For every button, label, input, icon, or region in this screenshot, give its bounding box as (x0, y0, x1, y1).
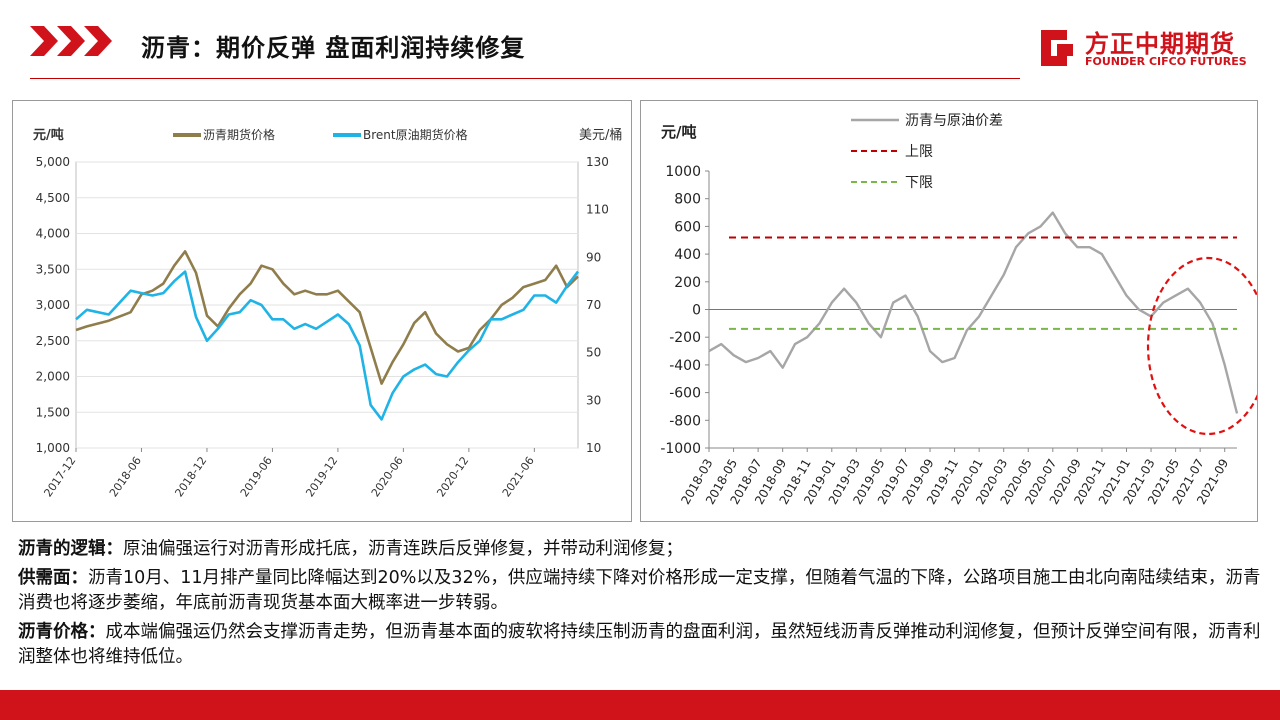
y-tick-label: -1000 (660, 441, 701, 457)
y-tick-label: -200 (669, 330, 701, 346)
y-right-tick-label: 50 (586, 346, 601, 360)
y-left-tick-label: 1,000 (36, 441, 70, 455)
y-right-tick-label: 90 (586, 250, 601, 264)
legend-label: Brent原油期货价格 (363, 127, 468, 142)
y-tick-label: -600 (669, 386, 701, 402)
legend-label: 上限 (905, 144, 933, 160)
highlight-ellipse (1146, 256, 1270, 436)
y-left-tick-label: 1,500 (36, 405, 70, 419)
x-tick-label: 2019-12 (303, 454, 340, 499)
spread-series-line (708, 211, 1239, 414)
legend-label: 沥青期货价格 (203, 127, 275, 142)
y-tick-label: 600 (674, 219, 701, 235)
x-tick-label: 2020-06 (369, 454, 406, 499)
y-tick-label: 0 (692, 303, 701, 319)
company-logo: 方正中期期货 FOUNDER CIFCO FUTURES (1035, 24, 1255, 72)
x-tick-label: 2019-06 (238, 454, 275, 499)
price-paragraph: 沥青价格：成本端偏强运仍然会支撑沥青走势，但沥青基本面的疲软将持续压制沥青的盘面… (18, 620, 1268, 670)
legend-label: 下限 (905, 175, 933, 191)
title-divider (30, 78, 1020, 79)
y-left-tick-label: 2,000 (36, 370, 70, 384)
x-tick-label: 2018-06 (107, 454, 144, 499)
y-left-tick-label: 2,500 (36, 334, 70, 348)
price-body: 成本端偏强运仍然会支撑沥青走势，但沥青基本面的疲软将持续压制沥青的盘面利润，虽然… (18, 622, 1261, 667)
chevron-arrows-icon (30, 26, 112, 56)
y-tick-label: -400 (669, 358, 701, 374)
y-tick-label: -800 (669, 413, 701, 429)
logo-english-name: FOUNDER CIFCO FUTURES (1085, 55, 1247, 68)
logo-chinese-name: 方正中期期货 (1085, 30, 1235, 58)
supply-body: 沥青10月、11月排产量同比降幅达到20%以及32%，供应端持续下降对价格形成一… (18, 568, 1261, 613)
price-chart-panel: 5,000 4,500 4,000 3,500 3,000 2,500 2,000 1,500… (12, 100, 632, 522)
logic-paragraph: 沥青的逻辑：原油偏强运行对沥青形成托底，沥青连跌后反弹修复，并带动利润修复； (18, 537, 1268, 562)
y-left-tick-label: 3,500 (36, 262, 70, 276)
logo-mark-icon (1041, 30, 1073, 66)
y-left-axis-label: 元/吨 (33, 127, 64, 143)
y-right-tick-label: 110 (586, 203, 609, 217)
analysis-text: 沥青的逻辑：原油偏强运行对沥青形成托底，沥青连跌后反弹修复，并带动利润修复； 供… (18, 537, 1268, 674)
logic-body: 原油偏强运行对沥青形成托底，沥青连跌后反弹修复，并带动利润修复； (123, 539, 683, 559)
y-tick-label: 1000 (665, 164, 701, 180)
y-tick-label: 400 (674, 247, 701, 263)
y-right-tick-label: 10 (586, 441, 601, 455)
price-chart: 5,000 4,500 4,000 3,500 3,000 2,500 2,000 1,500… (33, 127, 622, 499)
supply-label: 供需面： (18, 568, 88, 588)
footer-bar (0, 690, 1280, 720)
y-right-axis-label: 美元/桶 (579, 128, 622, 143)
series-line (75, 270, 580, 421)
supply-paragraph: 供需面：沥青10月、11月排产量同比降幅达到20%以及32%，供应端持续下降对价… (18, 566, 1268, 616)
x-tick-label: 2021-06 (500, 454, 537, 499)
y-right-tick-label: 130 (586, 155, 609, 169)
legend-label: 沥青与原油价差 (905, 113, 1003, 129)
spread-chart: 10008006004002000-200-400-600-800-100020… (660, 113, 1270, 507)
series-line (75, 250, 579, 385)
y-axis-label: 元/吨 (661, 123, 696, 141)
y-tick-label: 200 (674, 275, 701, 291)
y-left-tick-label: 4,500 (36, 191, 70, 205)
x-tick-label: 2017-12 (41, 454, 78, 499)
price-label: 沥青价格： (18, 622, 106, 642)
y-right-tick-label: 30 (586, 393, 601, 407)
y-left-tick-label: 3,000 (36, 298, 70, 312)
y-right-tick-label: 70 (586, 298, 601, 312)
spread-chart-panel: 1000 800 600 400 200 0 -200 -400 -600 -800 -1000 20… (640, 100, 1270, 522)
page-title: 沥青：期价反弹 盘面利润持续修复 (141, 34, 526, 62)
logic-label: 沥青的逻辑： (18, 539, 123, 559)
x-tick-label: 2018-12 (172, 454, 209, 499)
x-tick-label: 2020-12 (434, 454, 471, 499)
y-left-tick-label: 4,000 (36, 227, 70, 241)
y-tick-label: 800 (674, 192, 701, 208)
y-left-tick-label: 5,000 (36, 155, 70, 169)
